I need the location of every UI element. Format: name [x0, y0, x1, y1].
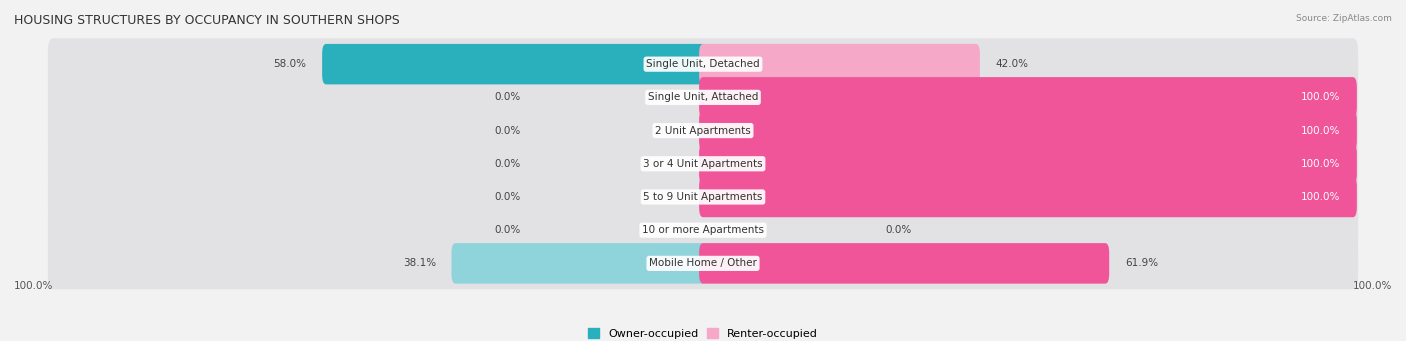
Text: 100.0%: 100.0%	[14, 281, 53, 291]
Text: 42.0%: 42.0%	[995, 59, 1028, 69]
FancyBboxPatch shape	[322, 44, 707, 85]
Text: HOUSING STRUCTURES BY OCCUPANCY IN SOUTHERN SHOPS: HOUSING STRUCTURES BY OCCUPANCY IN SOUTH…	[14, 14, 399, 27]
Text: Single Unit, Detached: Single Unit, Detached	[647, 59, 759, 69]
FancyBboxPatch shape	[699, 77, 1357, 118]
FancyBboxPatch shape	[699, 177, 1357, 217]
Text: 2 Unit Apartments: 2 Unit Apartments	[655, 125, 751, 136]
Legend: Owner-occupied, Renter-occupied: Owner-occupied, Renter-occupied	[583, 324, 823, 341]
FancyBboxPatch shape	[48, 138, 1358, 190]
Text: 0.0%: 0.0%	[495, 125, 522, 136]
Text: 100.0%: 100.0%	[1353, 281, 1392, 291]
FancyBboxPatch shape	[451, 243, 707, 284]
FancyBboxPatch shape	[48, 204, 1358, 256]
Text: 100.0%: 100.0%	[1301, 192, 1340, 202]
Text: 61.9%: 61.9%	[1125, 258, 1159, 268]
FancyBboxPatch shape	[48, 171, 1358, 223]
Text: 3 or 4 Unit Apartments: 3 or 4 Unit Apartments	[643, 159, 763, 169]
FancyBboxPatch shape	[48, 237, 1358, 289]
Text: 58.0%: 58.0%	[274, 59, 307, 69]
Text: 0.0%: 0.0%	[495, 92, 522, 102]
Text: 100.0%: 100.0%	[1301, 125, 1340, 136]
FancyBboxPatch shape	[48, 72, 1358, 123]
FancyBboxPatch shape	[699, 110, 1357, 151]
Text: Mobile Home / Other: Mobile Home / Other	[650, 258, 756, 268]
Text: 0.0%: 0.0%	[495, 159, 522, 169]
Text: 5 to 9 Unit Apartments: 5 to 9 Unit Apartments	[644, 192, 762, 202]
Text: Source: ZipAtlas.com: Source: ZipAtlas.com	[1296, 14, 1392, 23]
FancyBboxPatch shape	[699, 44, 980, 85]
Text: 0.0%: 0.0%	[884, 225, 911, 235]
Text: 0.0%: 0.0%	[495, 225, 522, 235]
FancyBboxPatch shape	[699, 144, 1357, 184]
Text: Single Unit, Attached: Single Unit, Attached	[648, 92, 758, 102]
Text: 10 or more Apartments: 10 or more Apartments	[643, 225, 763, 235]
Text: 38.1%: 38.1%	[402, 258, 436, 268]
FancyBboxPatch shape	[699, 243, 1109, 284]
FancyBboxPatch shape	[48, 38, 1358, 90]
Text: 0.0%: 0.0%	[495, 192, 522, 202]
Text: 100.0%: 100.0%	[1301, 159, 1340, 169]
FancyBboxPatch shape	[48, 105, 1358, 157]
Text: 100.0%: 100.0%	[1301, 92, 1340, 102]
